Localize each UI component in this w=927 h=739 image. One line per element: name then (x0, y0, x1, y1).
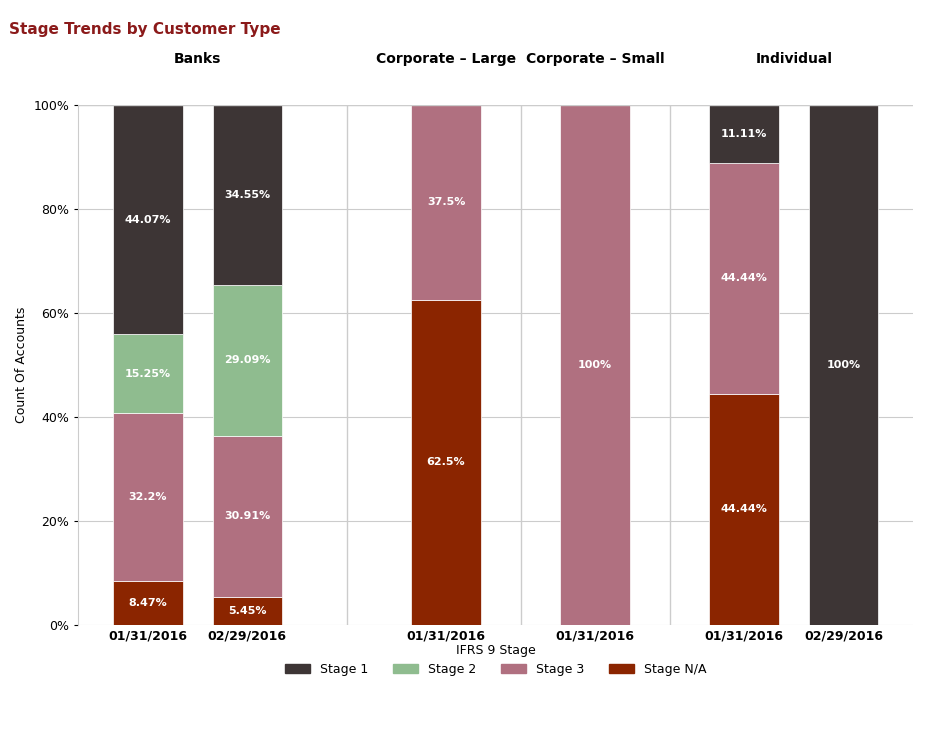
Text: Individual: Individual (755, 52, 832, 66)
Text: 34.55%: 34.55% (224, 190, 270, 200)
Bar (113, 581, 183, 625)
Text: 29.09%: 29.09% (223, 355, 271, 365)
Text: 5.45%: 5.45% (228, 606, 266, 616)
Bar (708, 394, 778, 625)
Bar (212, 436, 282, 596)
Bar (807, 105, 877, 625)
Bar (708, 105, 778, 163)
Bar (113, 334, 183, 413)
Bar (212, 105, 282, 285)
Text: Corporate – Large: Corporate – Large (375, 52, 515, 66)
Text: 32.2%: 32.2% (129, 492, 167, 503)
Bar (411, 105, 480, 300)
Text: 100%: 100% (578, 360, 612, 370)
Text: 8.47%: 8.47% (129, 598, 167, 608)
Bar (560, 105, 629, 625)
Text: 44.44%: 44.44% (720, 505, 767, 514)
Bar (212, 285, 282, 436)
Text: 37.5%: 37.5% (426, 197, 464, 208)
Text: 11.11%: 11.11% (720, 129, 767, 139)
Text: Corporate – Small: Corporate – Small (526, 52, 664, 66)
Text: 15.25%: 15.25% (125, 369, 171, 379)
Text: 44.07%: 44.07% (124, 214, 171, 225)
Text: 30.91%: 30.91% (224, 511, 270, 521)
Text: 62.5%: 62.5% (426, 457, 464, 468)
Y-axis label: Count Of Accounts: Count Of Accounts (15, 307, 28, 423)
Text: 44.44%: 44.44% (720, 273, 767, 283)
Text: Banks: Banks (173, 52, 222, 66)
Legend: Stage 1, Stage 2, Stage 3, Stage N/A: Stage 1, Stage 2, Stage 3, Stage N/A (279, 639, 711, 681)
Bar (411, 300, 480, 625)
Bar (113, 413, 183, 581)
Text: Stage Trends by Customer Type: Stage Trends by Customer Type (9, 22, 281, 37)
Bar (113, 105, 183, 334)
Text: 100%: 100% (826, 360, 859, 370)
Bar (708, 163, 778, 394)
Bar (212, 596, 282, 625)
